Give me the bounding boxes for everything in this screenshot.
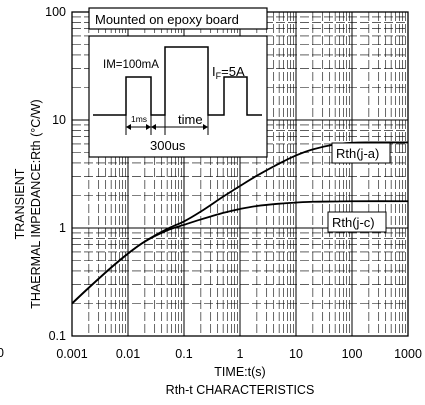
condition-text: Mounted on epoxy board <box>95 12 239 27</box>
pulse-inset: IM=100mA IF=5A 1ms time 300us <box>88 35 268 158</box>
condition-annotation: Mounted on epoxy board <box>88 7 268 30</box>
y-tick-label: 0.1 <box>49 329 66 343</box>
pulse-width-arrowhead-right <box>146 124 151 130</box>
x-tick-label: 0.01 <box>116 347 140 361</box>
time-arrowhead-right <box>203 124 208 130</box>
callout-rth-ja: Rth(j-a) <box>331 142 391 164</box>
x-tick-label: 1 <box>237 347 244 361</box>
y-tick-label: 100 <box>45 5 66 19</box>
y-tick-label: 10 <box>52 113 66 127</box>
forward-current-label: IF=5A <box>212 64 245 81</box>
callout-rth-ja-label: Rth(j-a) <box>336 146 379 161</box>
condition-box <box>88 7 268 30</box>
chart-title: Rth-t CHARACTERISTICS <box>166 383 315 397</box>
callout-rth-jc: Rth(j-c) <box>327 211 387 233</box>
pulse-waveform <box>93 46 262 116</box>
time-arrowhead-left <box>151 124 156 130</box>
y-tick-labels: 0.1 1 10 100 <box>45 5 66 343</box>
forward-current-subscript: F <box>216 71 222 81</box>
callout-rth-jc-label: Rth(j-c) <box>332 215 375 230</box>
y-tick-label: 1 <box>59 221 66 235</box>
time-label: time <box>178 112 203 127</box>
x-tick-label: 10 <box>289 347 303 361</box>
pulse-width-label: 1ms <box>131 114 147 124</box>
callout-rth-ja-box <box>331 142 391 164</box>
pulse-width-arrowhead-left <box>126 124 131 130</box>
series-line-rth-jc <box>72 200 408 305</box>
pulse-inset-box <box>88 35 268 158</box>
stray-left-label: 0 <box>0 346 4 360</box>
x-tick-label: 0.1 <box>175 347 192 361</box>
x-tick-label: 1000 <box>394 347 422 361</box>
forward-current-symbol: I <box>212 64 216 79</box>
y-axis-label-line1: TRANSIENT <box>13 168 27 239</box>
callout-rth-jc-box <box>327 211 387 233</box>
pulse-current-label: IM=100mA <box>103 59 159 71</box>
x-tick-label: 100 <box>342 347 363 361</box>
x-tick-label: 0.001 <box>56 347 87 361</box>
x-axis-label: TIME:t(s) <box>214 365 265 379</box>
y-axis-label-line2: THAERMAL IMPEDANCE:Rth (°C/W) <box>29 99 43 308</box>
forward-current-value: =5A <box>221 64 245 79</box>
x-tick-labels: 0.001 0.01 0.1 1 10 100 1000 <box>56 347 422 361</box>
period-label: 300us <box>150 138 186 153</box>
